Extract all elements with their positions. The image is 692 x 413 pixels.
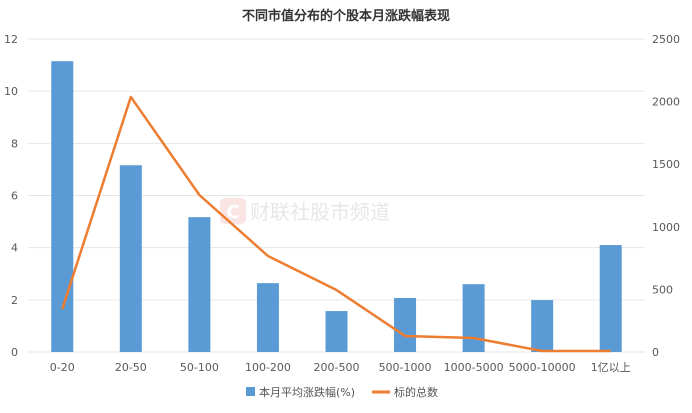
bar: [257, 283, 279, 352]
y-left-tick-label: 6: [11, 190, 18, 203]
x-tick-label: 200-500: [314, 361, 360, 374]
svg-text:财联社股市频道: 财联社股市频道: [250, 200, 390, 224]
watermark: C 财联社股市频道: [220, 198, 390, 224]
y-left-tick-label: 8: [11, 137, 18, 150]
x-tick-label: 5000-10000: [509, 361, 576, 374]
y-left-tick-label: 0: [11, 346, 18, 359]
x-tick-label: 1000-5000: [444, 361, 504, 374]
y-left-tick-label: 10: [4, 85, 18, 98]
bar: [120, 165, 142, 352]
legend-line-label: 标的总数: [394, 385, 438, 399]
bar: [188, 217, 210, 352]
legend-bar-label: 本月平均涨跌幅(%): [259, 385, 355, 399]
bar: [394, 298, 416, 352]
x-tick-label: 1亿以上: [591, 361, 631, 374]
y-right-tick-label: 0: [652, 346, 659, 359]
y-right-tick-label: 500: [652, 283, 673, 296]
x-tick-label: 100-200: [245, 361, 291, 374]
y-left-tick-label: 2: [11, 294, 18, 307]
x-tick-label: 20-50: [115, 361, 147, 374]
bar: [463, 284, 485, 352]
bar: [600, 245, 622, 352]
y-left-tick-label: 12: [4, 33, 18, 46]
chart-title: 不同市值分布的个股本月涨跌幅表现: [242, 8, 450, 24]
x-tick-label: 0-20: [50, 361, 75, 374]
y-right-tick-label: 1000: [652, 221, 680, 234]
bar: [326, 311, 348, 352]
bar: [531, 300, 553, 352]
y-right-tick-label: 1500: [652, 158, 680, 171]
y-right-tick-label: 2500: [652, 33, 680, 46]
x-tick-label: 50-100: [180, 361, 219, 374]
y-right-tick-label: 2000: [652, 96, 680, 109]
y-left-tick-label: 4: [11, 242, 18, 255]
x-tick-label: 500-1000: [379, 361, 432, 374]
legend-bar-swatch: [246, 387, 255, 396]
